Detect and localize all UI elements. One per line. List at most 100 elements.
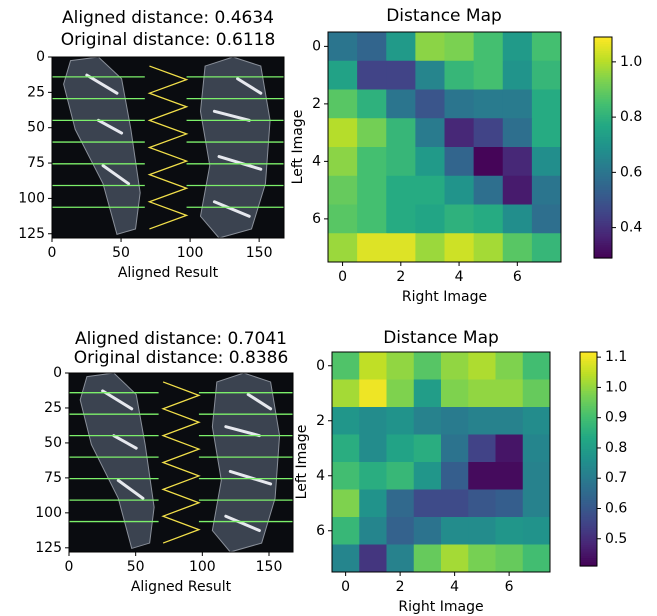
x-tick-label: 0 <box>341 579 350 595</box>
panel: 0.4 0.6 0.8 1.0 0 2 4 6 0 2 4 6 Right Image Left Imag… <box>290 6 642 305</box>
x-axis-label: Right Image <box>398 599 483 615</box>
y-tick-label: 25 <box>44 400 62 416</box>
heatmap-cell <box>444 147 475 177</box>
heatmap-cell <box>473 147 504 177</box>
heatmap-cell <box>502 32 533 62</box>
colorbar-gradient <box>580 506 597 509</box>
tissue-streak <box>217 155 263 171</box>
heatmap-cell <box>386 89 416 119</box>
heatmap-cell <box>522 434 551 463</box>
x-tick-label: 2 <box>396 269 405 285</box>
heatmap-cell <box>332 489 360 518</box>
colorbar-gradient <box>580 486 597 490</box>
colorbar-gradient <box>594 251 612 255</box>
heatmap-cell <box>502 89 533 119</box>
x-tick-label: 0 <box>65 559 74 575</box>
colorbar-gradient <box>580 386 597 389</box>
y-tick-label: 0 <box>316 358 325 374</box>
colorbar-gradient <box>594 112 612 115</box>
y-tick-label: 6 <box>316 523 325 539</box>
colorbar-gradient <box>594 101 612 104</box>
heatmap-cell <box>359 407 387 435</box>
colorbar-gradient <box>594 231 612 235</box>
colorbar-gradient <box>580 471 597 475</box>
colorbar-gradient <box>594 162 612 166</box>
colorbar-gradient <box>594 125 612 129</box>
heatmap-cell <box>473 204 504 234</box>
panel-title: Distance Map <box>383 328 499 348</box>
colorbar-gradient <box>594 255 612 259</box>
colorbar-gradient <box>580 514 597 518</box>
colorbar-gradient <box>580 446 597 449</box>
colorbar-gradient <box>594 151 612 155</box>
colorbar-gradient <box>594 193 612 197</box>
colorbar-gradient <box>580 429 597 432</box>
colorbar-gradient <box>594 158 612 162</box>
panel: 1.1 1.0 0.9 0.8 0.7 0.6 0.5 0 2 4 6 0 2 4 6 Right Image… <box>294 328 627 615</box>
axes-frame <box>68 372 294 553</box>
heatmap-cell <box>332 517 360 545</box>
colorbar-gradient <box>594 39 612 43</box>
heatmap-cell <box>415 233 445 263</box>
x-axis-label: Aligned Result <box>118 265 219 281</box>
colorbar-gradient <box>580 384 597 387</box>
tissue <box>79 372 155 550</box>
colorbar-gradient <box>580 527 597 531</box>
heatmap-cell <box>468 434 496 463</box>
colorbar-gradient <box>594 209 612 213</box>
heatmap-cell <box>468 489 496 518</box>
heatmap-cell <box>415 175 445 205</box>
heatmap-cell <box>359 462 387 490</box>
colorbar-gradient <box>594 37 612 40</box>
heatmap-cell <box>332 407 360 435</box>
heatmap-cell <box>522 544 551 573</box>
heatmap-cell <box>386 352 415 380</box>
tissue-streak <box>96 118 124 135</box>
colorbar-gradient <box>580 352 597 355</box>
colorbar-gradient <box>580 480 597 484</box>
y-tick-label: 75 <box>27 155 45 171</box>
colorbar-tick-label: 0.6 <box>605 500 627 516</box>
heatmap-cell <box>444 204 475 234</box>
colorbar-gradient <box>594 70 612 73</box>
heatmap-cell <box>413 434 442 463</box>
colorbar-gradient <box>594 83 612 87</box>
colorbar-gradient <box>594 50 612 54</box>
colorbar-gradient <box>580 476 597 479</box>
colorbar-gradient <box>594 218 612 222</box>
colorbar-gradient <box>580 450 597 454</box>
panel: 0 50 100 150 0 25 50 75 100 125 Aligned Result Alig… <box>18 8 285 281</box>
panel: 0 50 100 150 0 25 50 75 100 125 Aligned Result Alig… <box>35 329 294 595</box>
x-tick-label: 50 <box>127 559 145 575</box>
heatmap-cell <box>502 204 533 234</box>
colorbar-gradient <box>580 473 597 477</box>
colorbar-gradient <box>580 518 597 522</box>
x-tick-label: 2 <box>396 579 405 595</box>
heatmap-cell <box>468 407 496 435</box>
correspondence <box>161 381 201 544</box>
heatmap-cell <box>531 60 562 90</box>
heatmap-cell <box>531 204 562 234</box>
colorbar-gradient <box>580 523 597 526</box>
colorbar-gradient <box>580 379 597 383</box>
y-tick-label: 50 <box>27 120 45 136</box>
heatmap-cell <box>386 32 416 62</box>
tissue-streak <box>85 73 119 95</box>
colorbar-gradient <box>594 123 612 126</box>
heatmap-cell <box>473 32 504 62</box>
colorbar-gradient <box>580 390 597 394</box>
colorbar-gradient <box>594 176 612 180</box>
heatmap-cell <box>357 60 387 90</box>
colorbar-gradient <box>580 540 597 544</box>
colorbar-gradient <box>594 90 612 93</box>
colorbar-gradient <box>594 149 612 153</box>
colorbar-gradient <box>594 87 612 91</box>
x-tick-label: 150 <box>256 559 283 575</box>
y-tick-label: 6 <box>312 211 321 227</box>
heatmap-cell <box>473 233 504 263</box>
colorbar-gradient <box>580 497 597 501</box>
heatmap-cell <box>328 233 358 263</box>
colorbar-gradient <box>594 156 612 160</box>
colorbar-tick-label: 1.0 <box>620 54 642 70</box>
heatmap-cell <box>468 517 496 545</box>
